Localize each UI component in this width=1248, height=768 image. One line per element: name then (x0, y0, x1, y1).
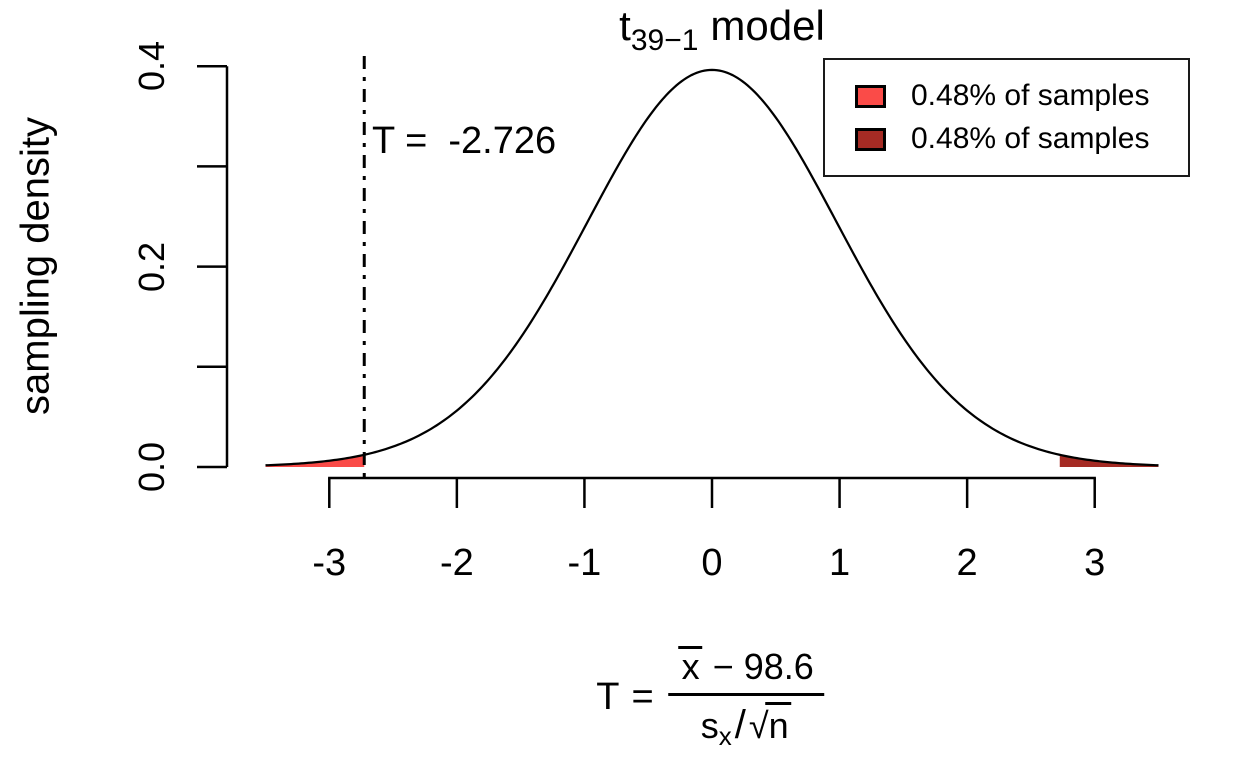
shaded-tail-left (265, 454, 365, 467)
density-curve (265, 68, 1159, 467)
shaded-tail-right (1059, 454, 1159, 467)
